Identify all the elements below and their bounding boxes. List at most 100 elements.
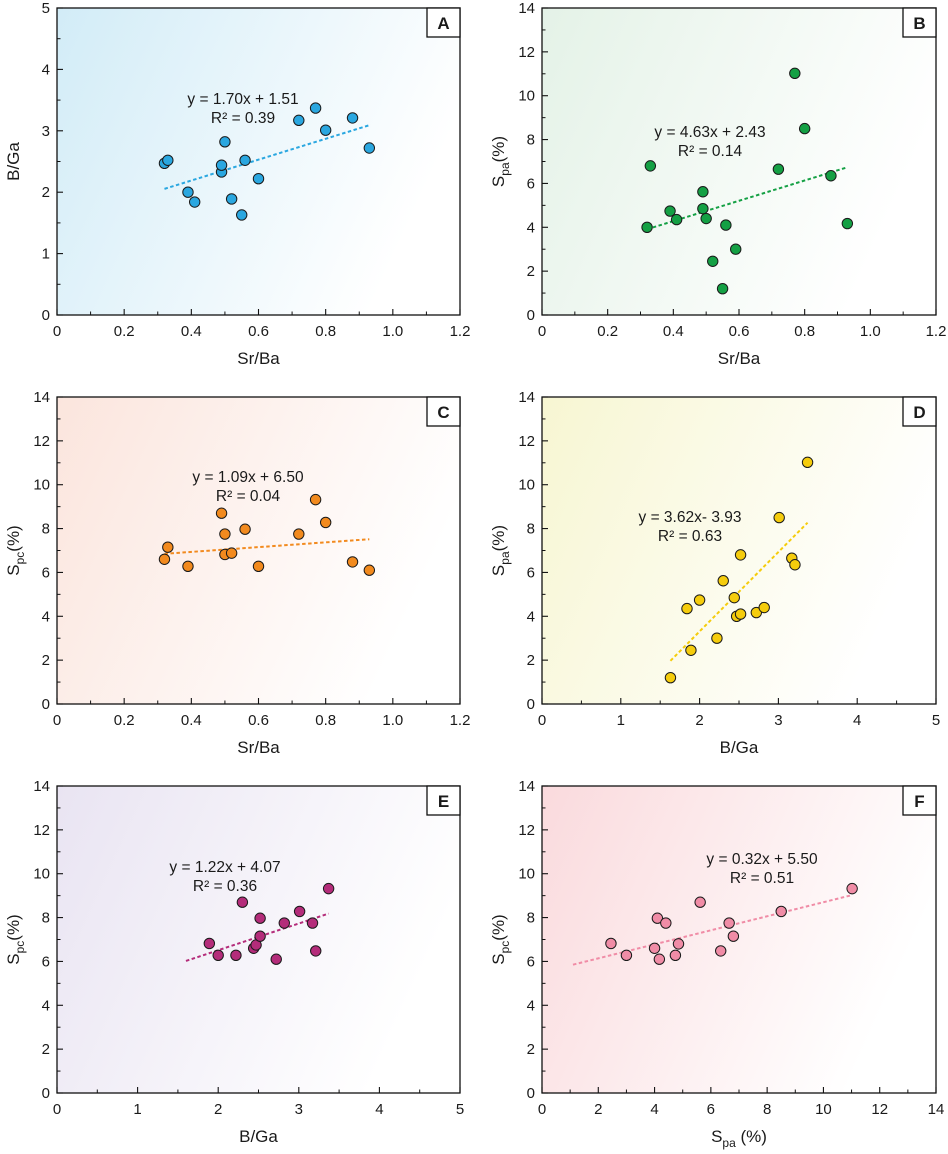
y-tick-label: 2 (527, 652, 535, 669)
x-tick-label: 0 (538, 712, 546, 729)
x-axis-label: Sr/Ba (237, 349, 280, 368)
panel-letter-box (426, 785, 461, 816)
x-tick-label: 1.0 (382, 323, 403, 340)
y-tick-label: 0 (42, 696, 50, 713)
x-tick-label: 0 (53, 323, 61, 340)
r-squared-label: R² = 0.63 (658, 528, 722, 545)
x-tick-label: 5 (932, 712, 940, 729)
x-tick-label: 1.2 (450, 712, 471, 729)
panel-letter-box (902, 396, 937, 427)
x-tick-label: 8 (763, 1101, 771, 1118)
data-point (306, 917, 319, 929)
x-tick-label: 2 (214, 1101, 222, 1118)
plot-area (541, 7, 937, 316)
data-point (664, 205, 676, 217)
x-axis-label: Sr/Ba (718, 349, 761, 368)
y-tick-label: 6 (42, 953, 50, 970)
r-squared-label: R² = 0.39 (211, 110, 275, 127)
y-tick-label: 6 (527, 175, 535, 192)
data-point (293, 905, 306, 918)
data-point (825, 170, 837, 182)
r-squared-label: R² = 0.51 (730, 870, 794, 887)
x-tick-label: 14 (928, 1101, 945, 1118)
trend-line (646, 166, 848, 231)
data-point (693, 594, 706, 606)
data-point (789, 559, 801, 571)
y-tick-label: 2 (42, 1041, 50, 1058)
y-tick-label: 4 (527, 997, 535, 1014)
data-point (734, 549, 747, 561)
regression-equation: y = 1.09x + 6.50 (192, 469, 304, 486)
data-point (672, 938, 685, 950)
data-point (182, 186, 194, 198)
y-tick-label: 10 (33, 477, 50, 494)
x-tick-label: 1.0 (382, 712, 403, 729)
y-axis-label: Spa(%) (489, 525, 512, 576)
data-point (363, 564, 376, 576)
r-squared-label: R² = 0.36 (193, 878, 257, 895)
data-point (310, 945, 322, 957)
x-tick-label: 0.2 (114, 323, 135, 340)
x-tick-label: 0.4 (663, 323, 684, 340)
y-tick-label: 0 (527, 307, 535, 324)
regression-equation: y = 3.62x- 3.93 (639, 509, 742, 526)
regression-equation: y = 1.70x + 1.51 (187, 91, 298, 108)
y-tick-label: 10 (518, 866, 535, 883)
data-point (681, 602, 693, 615)
data-point (669, 949, 682, 961)
y-tick-label: 8 (42, 521, 50, 538)
y-tick-label: 3 (42, 123, 50, 140)
data-point (653, 953, 666, 965)
data-point (322, 882, 335, 895)
y-tick-label: 14 (33, 778, 50, 795)
plot-area (541, 785, 937, 1094)
y-tick-label: 8 (527, 521, 535, 538)
panel-letter-box (426, 396, 461, 427)
data-point (319, 516, 332, 529)
y-axis-label: B/Ga (4, 142, 23, 181)
y-tick-label: 0 (42, 1085, 50, 1102)
x-axis-label: Spa (%) (711, 1127, 767, 1150)
y-tick-label: 12 (518, 822, 535, 839)
y-tick-label: 2 (527, 1041, 535, 1058)
data-point (660, 917, 672, 929)
y-tick-label: 4 (42, 997, 50, 1014)
y-tick-label: 4 (42, 608, 50, 625)
x-tick-label: 6 (707, 1101, 715, 1118)
x-tick-label: 0.2 (597, 323, 618, 340)
panel-letter: B (913, 14, 925, 33)
x-axis-label: B/Ga (239, 1127, 278, 1146)
data-point (798, 122, 811, 135)
data-point (252, 560, 265, 572)
y-axis-label: Spc(%) (4, 525, 27, 575)
data-point (716, 282, 729, 295)
y-tick-label: 4 (42, 61, 50, 78)
x-tick-label: 2 (594, 1101, 602, 1118)
data-point (728, 591, 740, 604)
data-point (717, 575, 729, 587)
data-point (685, 644, 697, 656)
data-point (230, 949, 242, 961)
data-point (162, 541, 174, 553)
data-point (182, 560, 194, 572)
data-point (775, 905, 787, 918)
chart-panel-a: 0 0.2 0.4 0.6 0.8 1.0 1.2 0 1 2 3 4 5 Sr/Ba B/Ga y = 1.… (4, 0, 470, 368)
y-tick-label: 0 (42, 307, 50, 324)
data-point (215, 159, 228, 171)
x-tick-label: 1 (617, 712, 625, 729)
data-point (225, 547, 238, 559)
x-tick-label: 0 (538, 323, 546, 340)
data-point (203, 937, 216, 950)
x-tick-label: 4 (375, 1101, 383, 1118)
data-point (239, 523, 251, 535)
x-axis-label: B/Ga (720, 738, 759, 757)
y-tick-label: 10 (518, 477, 535, 494)
data-point (254, 930, 266, 942)
y-tick-label: 8 (527, 910, 535, 927)
y-tick-label: 1 (42, 246, 50, 263)
data-point (707, 255, 719, 267)
data-point (773, 511, 785, 524)
data-point (158, 553, 171, 565)
